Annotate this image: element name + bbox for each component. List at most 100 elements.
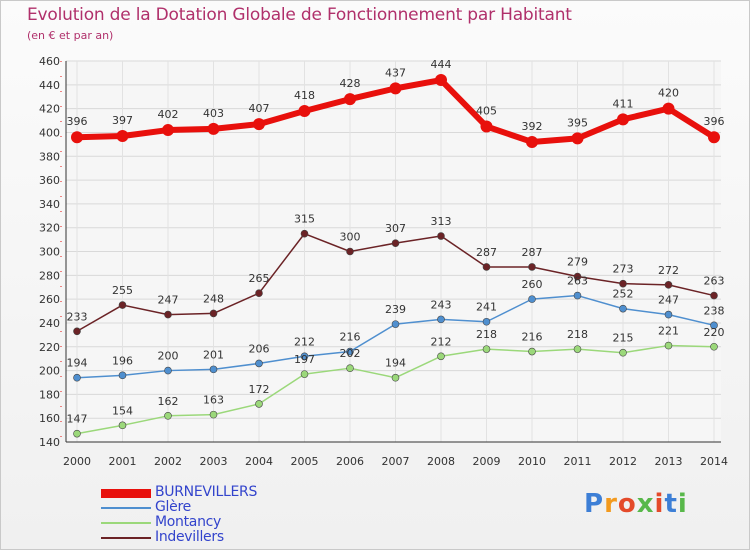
- data-label: 263: [567, 275, 588, 288]
- data-point: [708, 131, 720, 144]
- legend-label: Montancy: [155, 514, 222, 530]
- y-tick-label: 340: [39, 198, 60, 211]
- data-label: 154: [112, 404, 133, 417]
- y-tick-label: 140: [39, 436, 60, 449]
- data-point: [118, 421, 127, 430]
- data-label: 396: [67, 115, 88, 128]
- x-tick-label: 2008: [427, 455, 455, 468]
- data-point: [71, 131, 83, 144]
- data-label: 407: [249, 102, 270, 115]
- x-tick-label: 2004: [245, 455, 273, 468]
- data-point: [73, 429, 81, 438]
- x-tick-label: 2002: [154, 455, 182, 468]
- data-point: [300, 352, 309, 361]
- data-point: [391, 239, 400, 247]
- data-label: 437: [385, 66, 406, 79]
- data-label: 403: [203, 107, 224, 120]
- legend-item: Montancy: [101, 514, 321, 530]
- y-tick-label: 180: [39, 388, 60, 401]
- data-label: 260: [522, 278, 543, 291]
- data-point: [209, 410, 218, 419]
- data-label: 212: [431, 335, 452, 348]
- data-label: 402: [158, 108, 179, 121]
- data-point: [346, 247, 354, 256]
- chart-subtitle: (en € et par an): [27, 29, 114, 42]
- y-tick-label: 300: [39, 246, 60, 259]
- data-point: [664, 281, 673, 289]
- data-label: 201: [203, 348, 224, 361]
- data-label: 444: [431, 58, 452, 71]
- data-label: 252: [613, 288, 634, 301]
- y-tick-label: 380: [39, 150, 60, 163]
- y-tick-label: 260: [39, 293, 60, 306]
- data-label: 248: [203, 292, 224, 305]
- data-label: 172: [249, 383, 270, 396]
- x-tick-label: 2003: [200, 455, 228, 468]
- x-tick-label: 2011: [564, 455, 592, 468]
- data-label: 247: [658, 294, 679, 307]
- x-tick-label: 2007: [382, 455, 410, 468]
- data-point: [573, 291, 582, 300]
- data-label: 428: [340, 77, 361, 90]
- data-label: 418: [294, 89, 315, 102]
- data-label: 315: [294, 213, 315, 226]
- data-point: [164, 412, 172, 420]
- data-label: 287: [476, 246, 497, 259]
- data-point: [118, 371, 127, 380]
- data-point: [573, 272, 582, 281]
- data-label: 411: [613, 97, 634, 110]
- data-point: [482, 263, 491, 271]
- data-point: [164, 366, 172, 375]
- proxiti-logo: Proxiti: [584, 489, 688, 519]
- data-point: [300, 229, 309, 238]
- data-point: [619, 348, 627, 357]
- data-point: [619, 304, 627, 313]
- data-label: 194: [385, 357, 406, 370]
- data-point: [162, 124, 174, 137]
- data-label: 216: [522, 331, 543, 344]
- data-point: [664, 341, 673, 350]
- data-point: [482, 317, 491, 326]
- data-point: [528, 263, 536, 271]
- legend-swatch: [101, 507, 151, 509]
- data-label: 420: [658, 87, 679, 100]
- x-tick-label: 2012: [609, 455, 637, 468]
- data-point: [437, 315, 445, 324]
- data-label: 194: [67, 357, 88, 370]
- legend-swatch: [101, 537, 151, 539]
- legend-item: Indevillers: [101, 529, 321, 545]
- data-point: [435, 74, 447, 87]
- data-point: [528, 295, 536, 303]
- data-label: 392: [522, 120, 543, 133]
- data-point: [480, 120, 493, 133]
- y-tick-label: 320: [39, 222, 60, 235]
- data-point: [662, 102, 675, 115]
- legend-item: BURNEVILLERS: [101, 484, 321, 500]
- data-point: [255, 359, 263, 368]
- data-point: [710, 342, 718, 351]
- data-label: 216: [340, 331, 361, 344]
- y-tick-label: 240: [39, 317, 60, 330]
- data-label: 405: [476, 104, 497, 117]
- data-point: [344, 93, 356, 106]
- data-label: 221: [658, 325, 679, 338]
- legend-label: Indevillers: [155, 529, 224, 545]
- data-point: [389, 82, 402, 95]
- y-tick-label: 280: [39, 269, 60, 282]
- data-label: 396: [704, 115, 725, 128]
- legend-swatch: [101, 522, 151, 524]
- data-label: 200: [158, 350, 179, 363]
- data-point: [118, 301, 127, 309]
- data-point: [346, 347, 354, 356]
- data-point: [437, 232, 445, 240]
- x-tick-label: 2006: [336, 455, 364, 468]
- x-tick-label: 2010: [518, 455, 546, 468]
- data-point: [164, 310, 172, 319]
- data-point: [528, 347, 536, 356]
- data-point: [391, 320, 400, 328]
- legend-label: Glère: [155, 499, 191, 515]
- y-tick-label: 160: [39, 412, 60, 425]
- data-point: [207, 122, 220, 135]
- x-tick-label: 2009: [473, 455, 501, 468]
